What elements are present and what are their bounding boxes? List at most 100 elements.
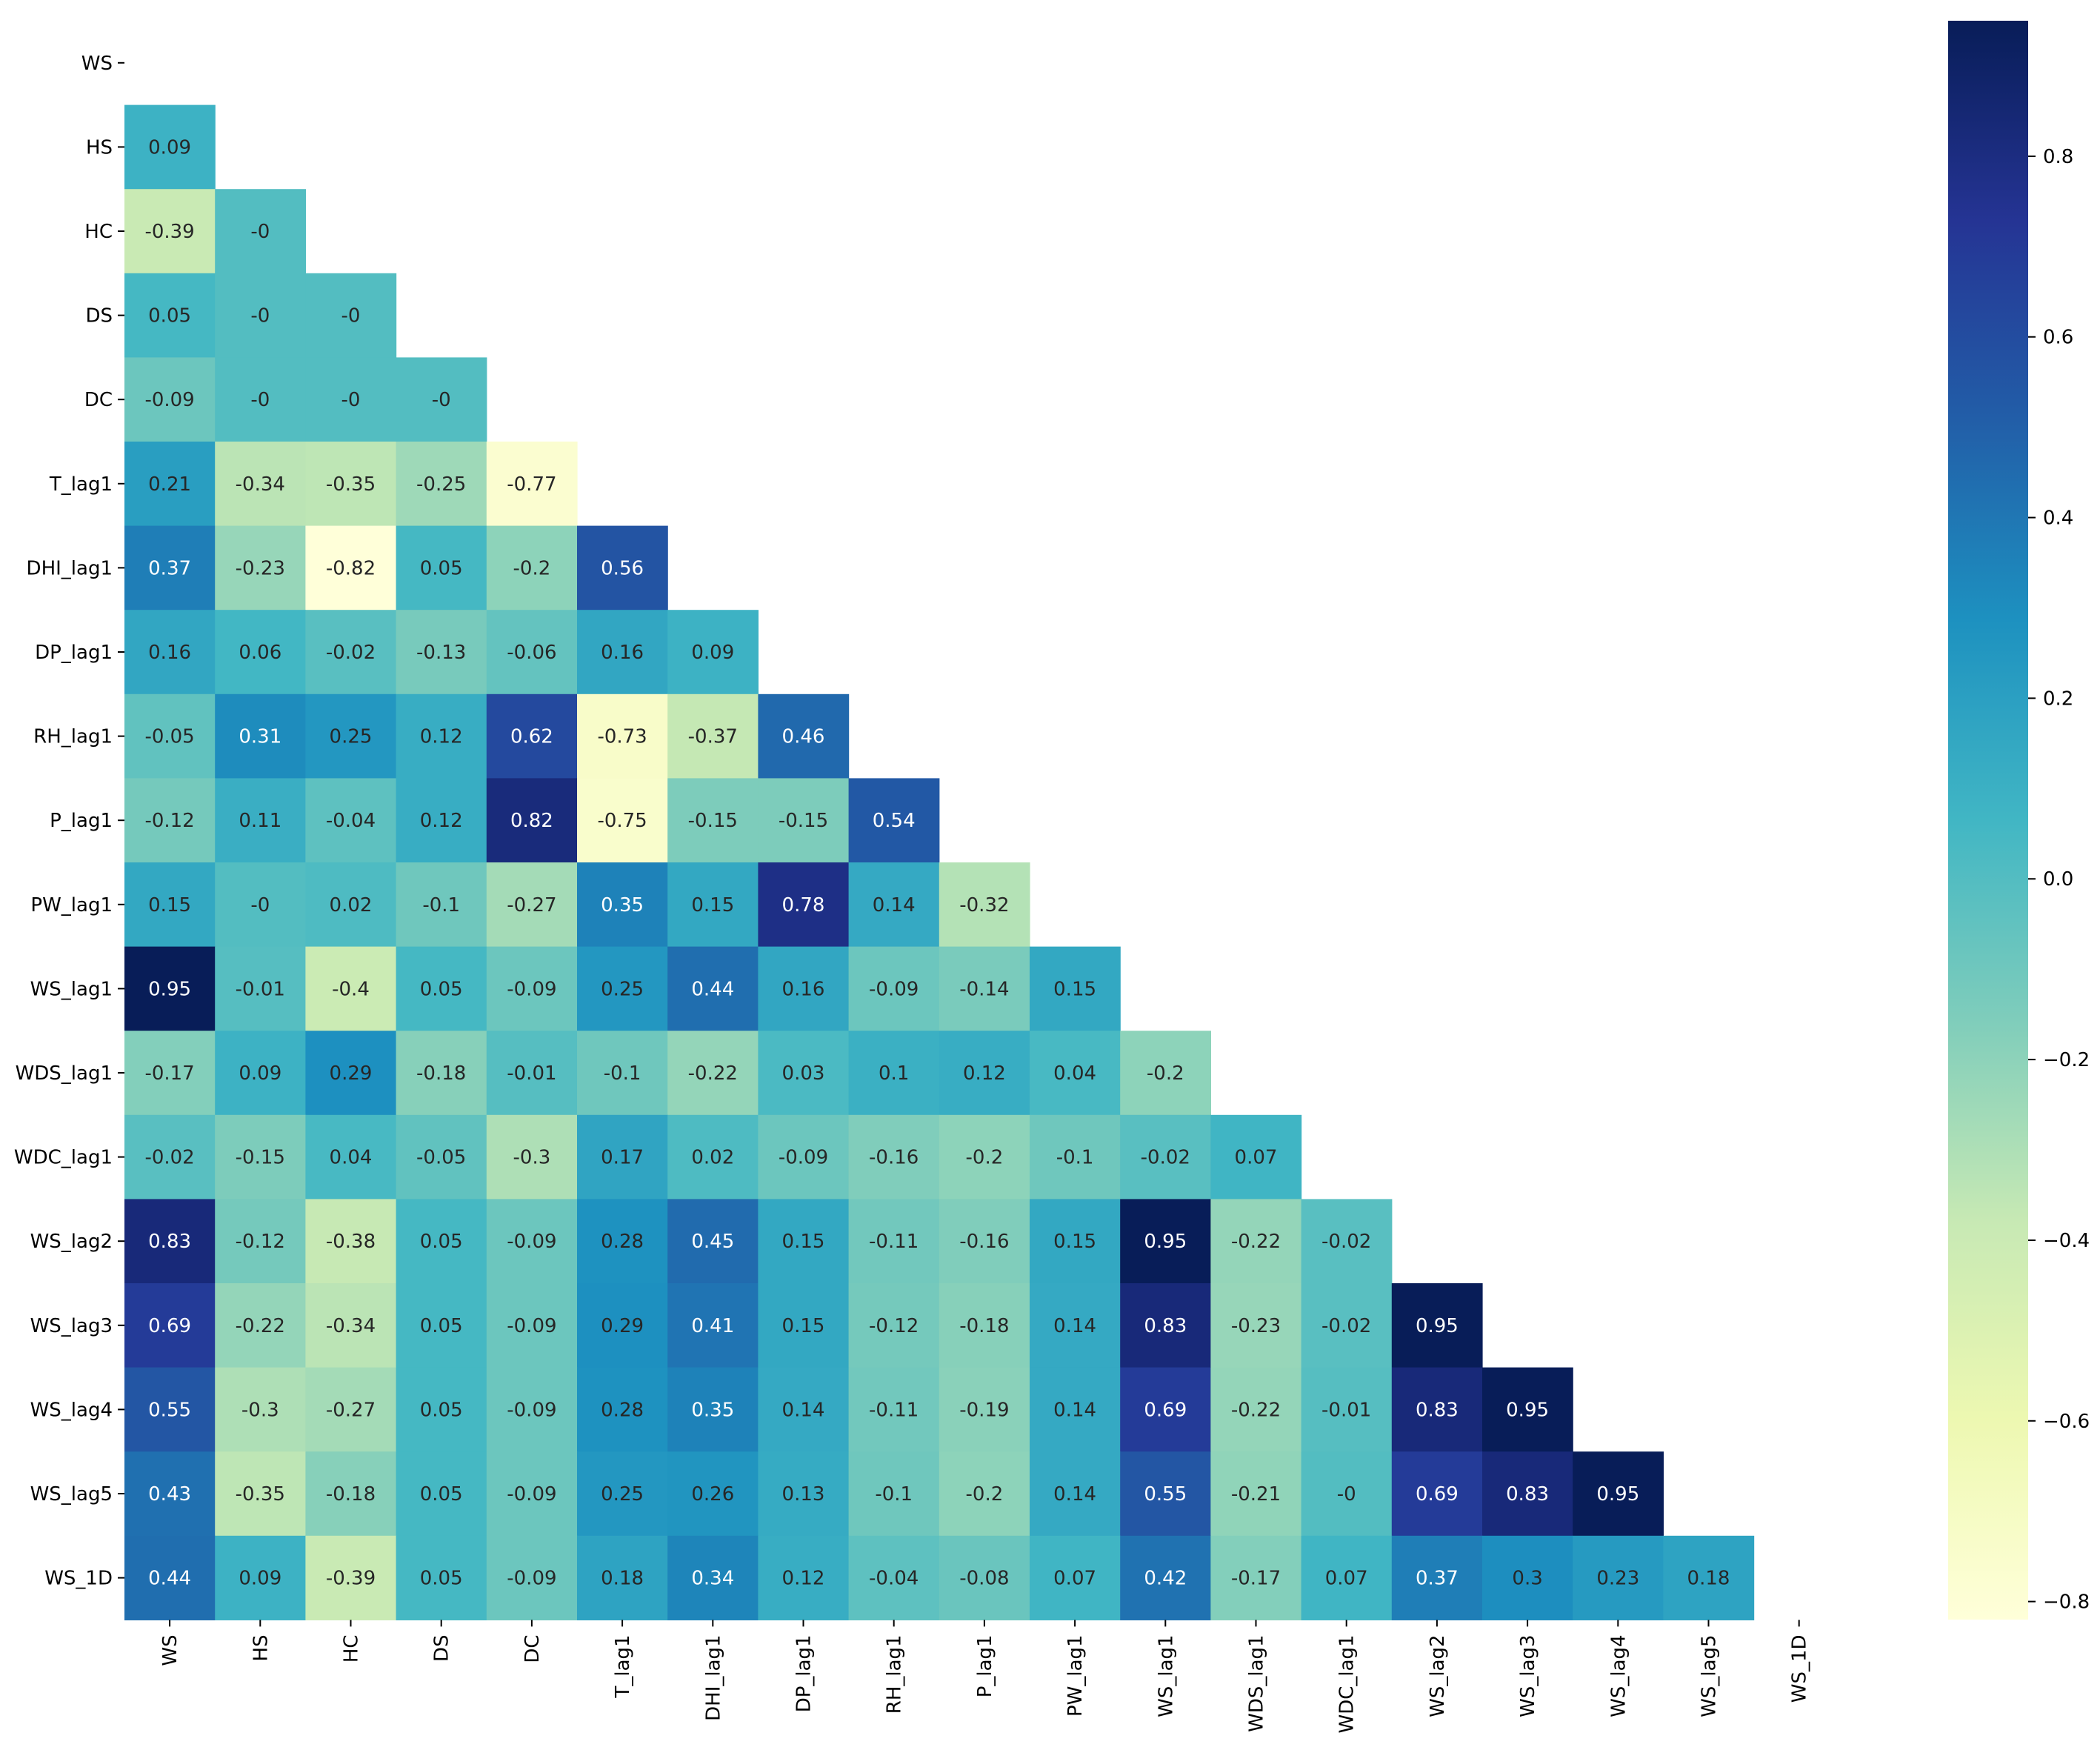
cell-value-label: -0.2: [966, 1483, 1004, 1506]
colorbar-tick-label: −0.6: [2043, 1411, 2090, 1433]
cell-value-label: -0.22: [688, 1062, 738, 1085]
heatmap-cell-DP_lag1-T_lag1: [577, 610, 668, 695]
cell-value-label: -0.02: [326, 642, 376, 664]
heatmap-cell-DP_lag1-HC: [305, 610, 397, 695]
cell-value-label: 0.25: [330, 726, 373, 748]
cell-value-label: 0.78: [782, 894, 825, 916]
heatmap-cell-WS_1D-WS_lag2: [1391, 1535, 1483, 1620]
cell-value-label: -0.17: [1231, 1568, 1281, 1590]
cell-value-label: 0.69: [1144, 1399, 1187, 1421]
y-tick-label: DC: [84, 389, 113, 411]
cell-value-label: 0.43: [148, 1483, 191, 1506]
heatmap-cell-WS_lag3-WS: [124, 1283, 216, 1368]
heatmap-cell-WDC_lag1-WDS_lag1: [1210, 1114, 1302, 1200]
heatmap-cells: [124, 104, 1755, 1620]
y-tick-label: HC: [84, 221, 113, 243]
cell-value-label: -0.4: [332, 978, 370, 1000]
heatmap-cell-WS_1D-HC: [305, 1535, 397, 1620]
heatmap-cell-PW_lag1-WS: [124, 862, 216, 948]
cell-value-label: 0.35: [601, 894, 644, 916]
cell-value-label: -0.37: [688, 726, 738, 748]
heatmap-cell-WS_lag5-WDS_lag1: [1210, 1451, 1302, 1537]
heatmap-cell-WS_lag5-WS_lag4: [1573, 1451, 1664, 1537]
heatmap-cell-RH_lag1-WS: [124, 693, 216, 779]
heatmap-cell-labels: 0.09 -0.39 -0 0.05 -0 -0 -0.09 -0 -0 -0 0.21 -0.34 -…: [144, 136, 1730, 1589]
y-tick-label: PW_lag1: [30, 894, 113, 916]
cell-value-label: -0.34: [236, 473, 285, 496]
heatmap-cell-WS_lag2-HC: [305, 1199, 397, 1284]
cell-value-label: 0.03: [782, 1062, 825, 1085]
cell-value-label: -0.18: [416, 1062, 466, 1085]
cell-value-label: -0.21: [1231, 1483, 1281, 1506]
cell-value-label: 0.18: [1687, 1568, 1730, 1590]
cell-value-label: -0.17: [144, 1062, 194, 1085]
cell-value-label: -0.16: [869, 1147, 919, 1169]
cell-value-label: 0.15: [782, 1315, 825, 1337]
y-tick-label: WS_lag4: [30, 1399, 113, 1421]
cell-value-label: -0.27: [507, 894, 556, 916]
heatmap-cell-WS_1D-T_lag1: [577, 1535, 668, 1620]
heatmap-cell-WS_1D-PW_lag1: [1030, 1535, 1121, 1620]
heatmap-cell-WS_lag2-WS: [124, 1199, 216, 1284]
cell-value-label: -0.04: [326, 810, 376, 832]
heatmap-cell-WS_lag4-DC: [486, 1367, 578, 1452]
heatmap-cell-T_lag1-HC: [305, 442, 397, 527]
heatmap-cell-T_lag1-HS: [215, 442, 306, 527]
cell-value-label: 0.3: [1512, 1568, 1542, 1590]
cell-value-label: 0.25: [601, 1483, 644, 1506]
heatmap-cell-PW_lag1-DP_lag1: [758, 862, 850, 948]
cell-value-label: -0.18: [326, 1483, 376, 1506]
heatmap-cell-WS_1D-WDS_lag1: [1210, 1535, 1302, 1620]
heatmap-cell-WS_lag5-DHI_lag1: [667, 1451, 759, 1537]
heatmap-cell-WS_lag2-PW_lag1: [1030, 1199, 1121, 1284]
cell-value-label: 0.15: [1053, 1231, 1096, 1253]
cell-value-label: -0.22: [1231, 1231, 1281, 1253]
heatmap-cell-WS_lag3-DC: [486, 1283, 578, 1368]
cell-value-label: 0.41: [691, 1315, 734, 1337]
heatmap-cell-PW_lag1-T_lag1: [577, 862, 668, 948]
cell-value-label: -0.09: [507, 1315, 556, 1337]
heatmap-cell-WS_lag2-T_lag1: [577, 1199, 668, 1284]
cell-value-label: -0.12: [144, 810, 194, 832]
heatmap-cell-WS_lag1-RH_lag1: [848, 946, 940, 1031]
heatmap-cell-T_lag1-DC: [486, 442, 578, 527]
cell-value-label: -0.02: [1321, 1231, 1371, 1253]
cell-value-label: -0.75: [597, 810, 647, 832]
cell-value-label: 0.95: [1596, 1483, 1639, 1506]
x-tick-label: WS_1D: [1789, 1634, 1811, 1703]
cell-value-label: 0.95: [148, 978, 191, 1000]
cell-value-label: 0.02: [330, 894, 373, 916]
heatmap-cell-RH_lag1-DC: [486, 693, 578, 779]
heatmap-cell-WS_1D-WS_lag5: [1663, 1535, 1755, 1620]
cell-value-label: -0: [341, 389, 361, 411]
cell-value-label: -0.11: [869, 1399, 919, 1421]
cell-value-label: -0: [250, 894, 270, 916]
heatmap-cell-WS_lag3-WDC_lag1: [1301, 1283, 1393, 1368]
cell-value-label: 0.05: [148, 305, 191, 327]
heatmap-cell-WS_lag4-WS_lag2: [1391, 1367, 1483, 1452]
y-tick-label: T_lag1: [49, 473, 113, 496]
heatmap-cell-WS_lag5-WS_lag1: [1120, 1451, 1211, 1537]
cell-value-label: -0.25: [416, 473, 466, 496]
colorbar-tick-label: 0.4: [2043, 508, 2073, 530]
cell-value-label: 0.12: [420, 726, 463, 748]
cell-value-label: -0.23: [236, 557, 285, 579]
cell-value-label: 0.28: [601, 1399, 644, 1421]
cell-value-label: 0.46: [782, 726, 825, 748]
heatmap-cell-WS_lag2-DC: [486, 1199, 578, 1284]
cell-value-label: 0.02: [691, 1147, 734, 1169]
heatmap-cell-DP_lag1-HS: [215, 610, 306, 695]
cell-value-label: -0.14: [959, 978, 1009, 1000]
cell-value-label: 0.09: [148, 136, 191, 159]
cell-value-label: -0: [250, 305, 270, 327]
cell-value-label: 0.23: [1596, 1568, 1639, 1590]
cell-value-label: 0.54: [873, 810, 916, 832]
cell-value-label: 0.42: [1144, 1568, 1187, 1590]
cell-value-label: 0.14: [1053, 1399, 1096, 1421]
heatmap-cell-WDC_lag1-T_lag1: [577, 1114, 668, 1200]
heatmap-cell-WS_lag5-DS: [396, 1451, 487, 1537]
heatmap-cell-WDC_lag1-HC: [305, 1114, 397, 1200]
heatmap-cell-WS_1D-RH_lag1: [848, 1535, 940, 1620]
cell-value-label: 0.17: [601, 1147, 644, 1169]
cell-value-label: 0.35: [691, 1399, 734, 1421]
